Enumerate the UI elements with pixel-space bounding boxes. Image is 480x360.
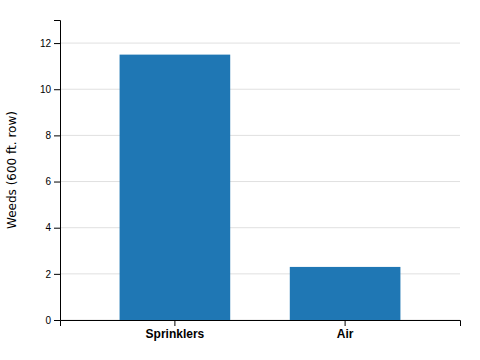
grid-line [60, 43, 460, 44]
y-tick-mark [54, 274, 60, 275]
x-axis: Sprinklers Air [61, 320, 461, 341]
x-tick-mark [174, 320, 175, 326]
y-tick-mark [54, 89, 60, 90]
y-tick-label: 10 [40, 84, 52, 95]
y-tick: 0 [45, 315, 60, 326]
y-axis: 0 2 4 6 8 10 12 [40, 21, 61, 326]
y-tick: 2 [45, 269, 60, 280]
y-tick-label: 4 [45, 222, 51, 233]
y-axis-line [54, 21, 61, 321]
y-tick: 6 [45, 176, 60, 187]
y-tick-label: 0 [45, 315, 51, 326]
y-tick-mark [54, 320, 60, 321]
y-tick-mark [54, 135, 60, 136]
y-tick-mark [54, 43, 60, 44]
y-tick-label: 6 [45, 176, 51, 187]
bars [120, 55, 401, 320]
x-tick: Air [337, 320, 354, 341]
x-tick-mark [345, 320, 346, 326]
y-tick-mark [54, 228, 60, 229]
x-axis-line [61, 321, 461, 327]
x-tick-label: Air [337, 327, 354, 341]
bar [120, 55, 231, 320]
chart-container: Sprinklers Air 0 2 4 6 8 10 12 Weeds (600 ft. row… [0, 0, 480, 360]
grid [60, 43, 460, 320]
y-axis-title: Weeds (600 ft. row) [5, 111, 19, 229]
plot: Sprinklers Air 0 2 4 6 8 10 12 [40, 21, 461, 341]
x-tick: Sprinklers [146, 320, 205, 341]
y-tick: 12 [40, 38, 60, 49]
y-tick-label: 8 [45, 130, 51, 141]
chart-svg: Sprinklers Air 0 2 4 6 8 10 12 Weeds (600 ft. row… [0, 0, 480, 360]
y-tick-label: 12 [40, 38, 52, 49]
x-tick-label: Sprinklers [146, 327, 205, 341]
y-tick-mark [54, 182, 60, 183]
y-tick-label: 2 [45, 269, 51, 280]
y-tick: 10 [40, 84, 60, 95]
bar [290, 267, 401, 320]
y-tick: 8 [45, 130, 60, 141]
y-tick: 4 [45, 222, 60, 233]
